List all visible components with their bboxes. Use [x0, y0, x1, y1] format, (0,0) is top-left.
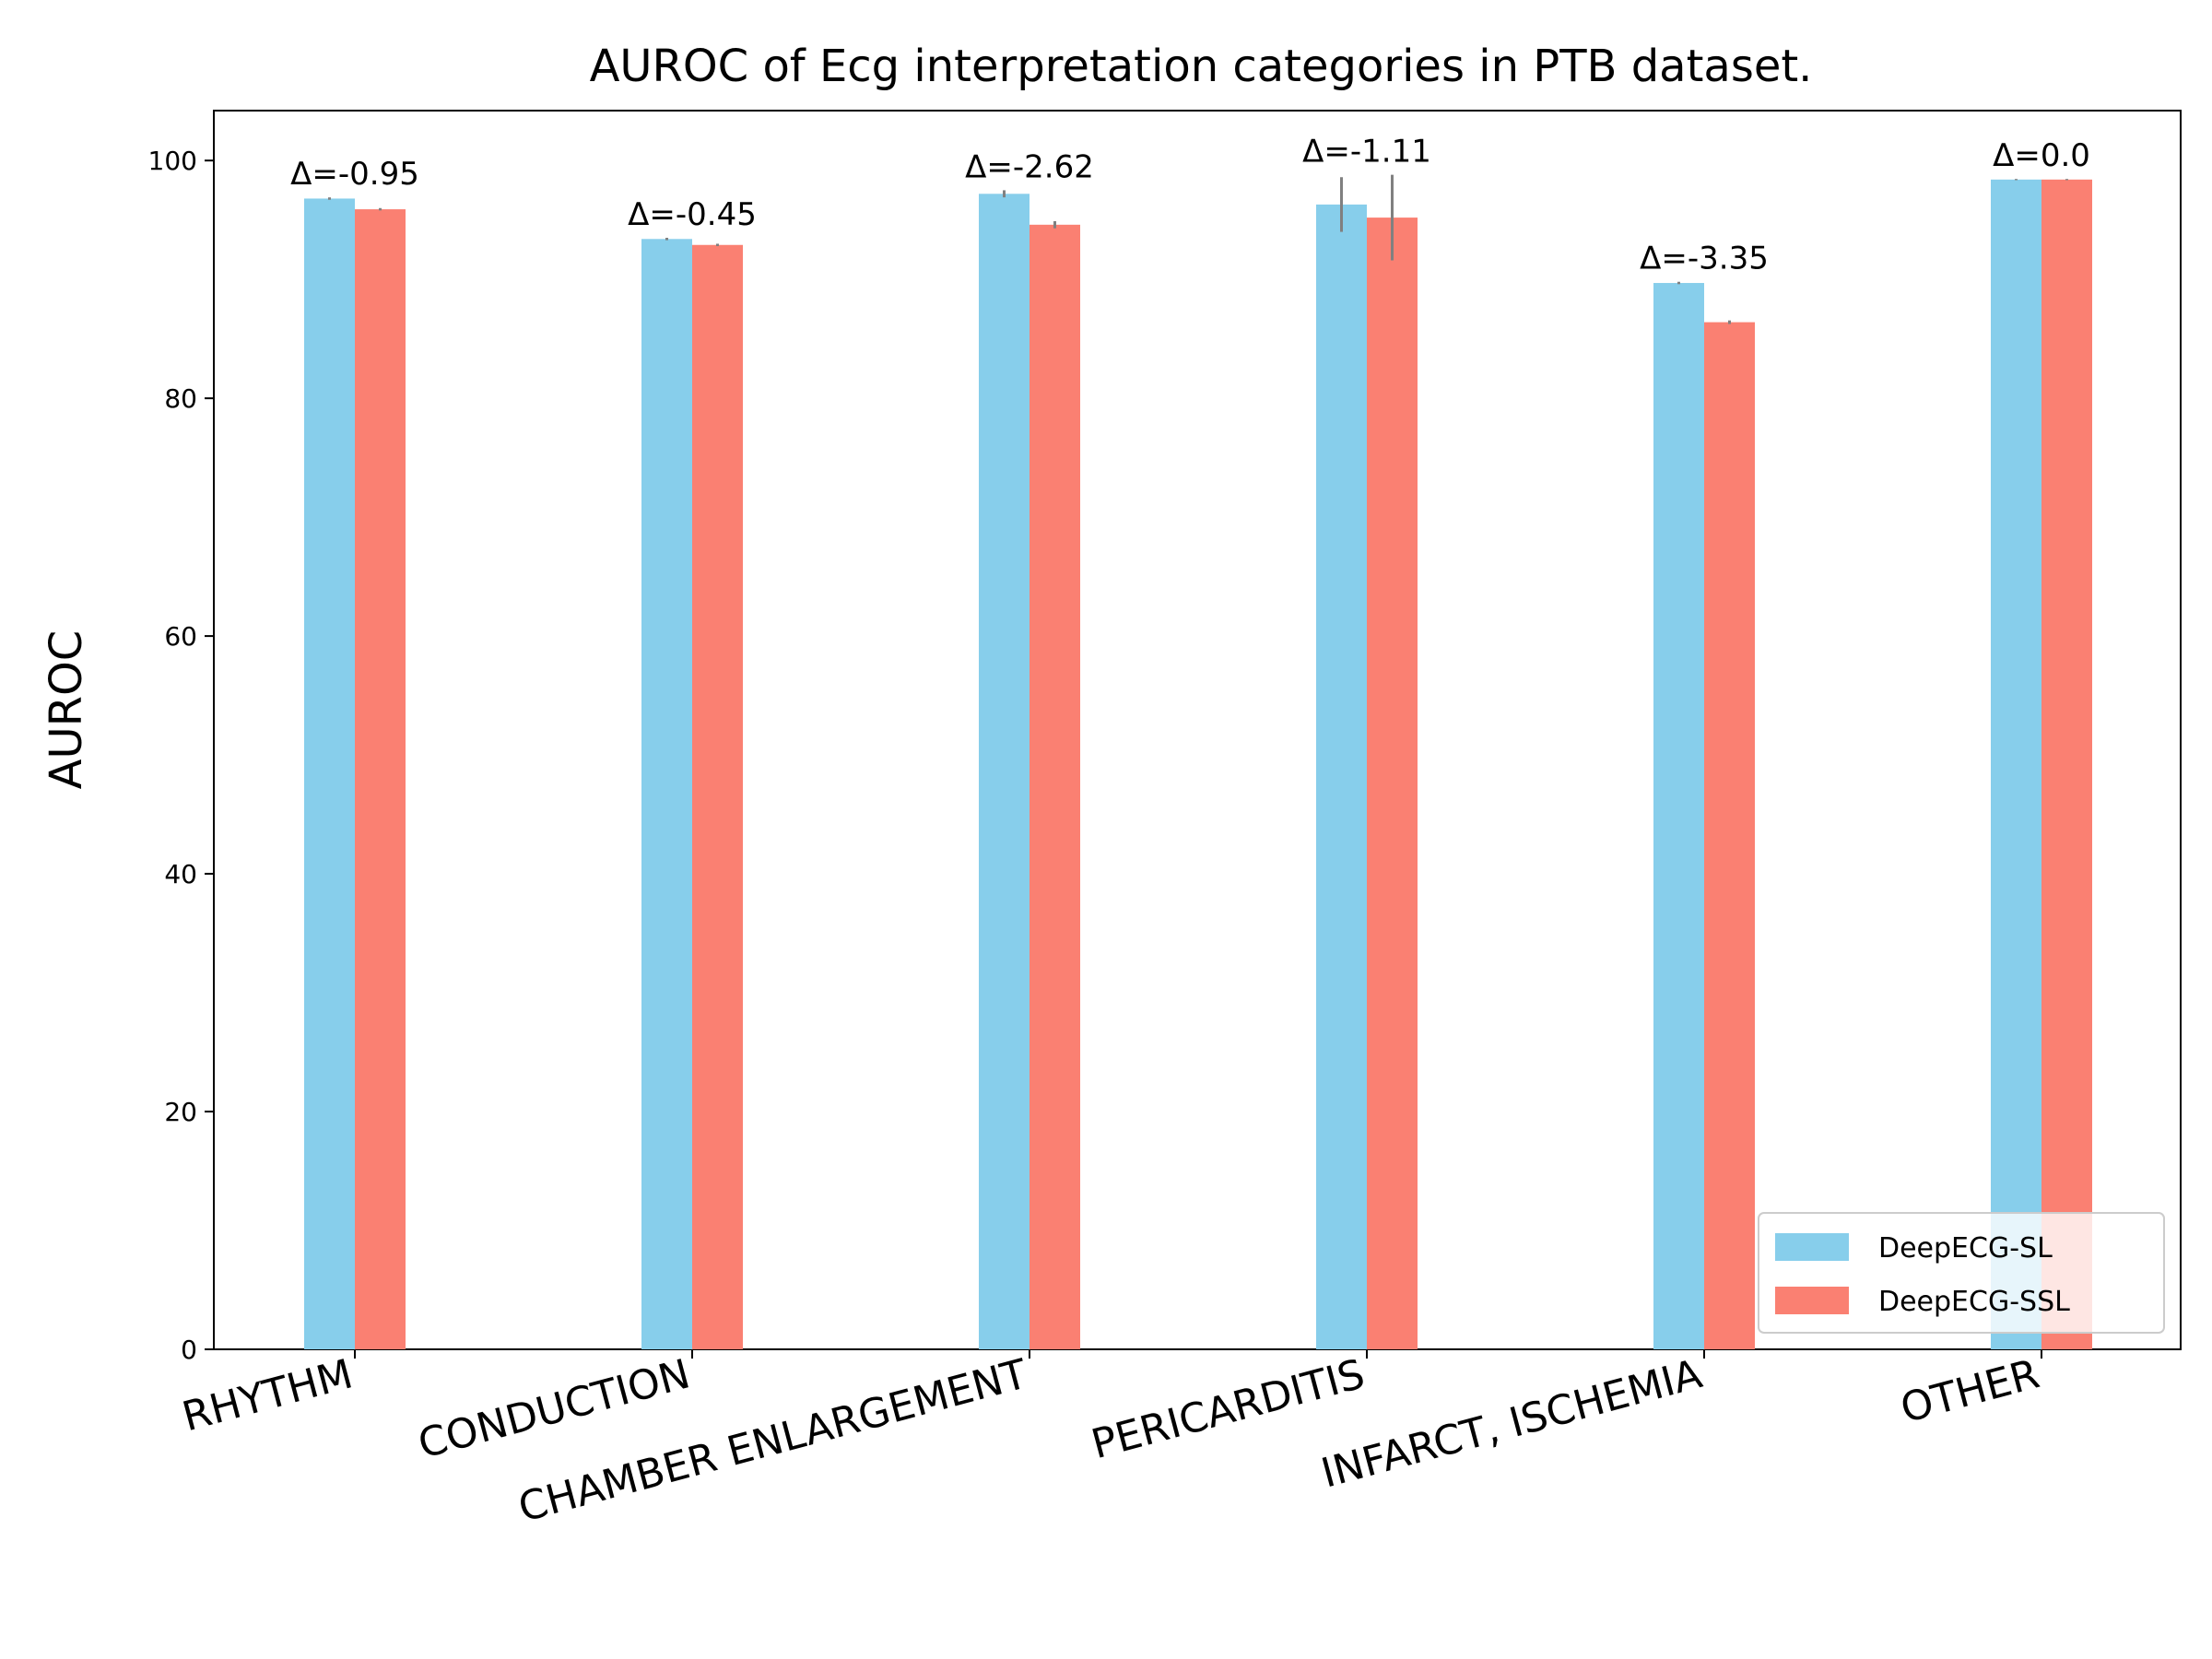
y-tick-label: 100	[148, 146, 197, 176]
axes-frame	[213, 110, 2182, 1350]
y-tick-label: 0	[181, 1335, 197, 1365]
bar-ssl	[1030, 224, 1080, 1350]
delta-annotation: Δ=0.0	[1993, 137, 2090, 174]
legend-label: DeepECG-SL	[1878, 1232, 2053, 1265]
bar-sl	[979, 194, 1030, 1350]
bar-sl	[641, 239, 692, 1350]
delta-annotation: Δ=-2.62	[965, 148, 1094, 185]
bar-sl	[1653, 283, 1704, 1350]
x-tick-label: INFARCT, ISCHEMIA	[1316, 1350, 1707, 1497]
delta-annotation: Δ=-3.35	[1640, 241, 1769, 277]
legend-swatch	[1775, 1287, 1849, 1314]
x-tick-label: OTHER	[1896, 1350, 2044, 1432]
bar-sl	[1316, 204, 1367, 1349]
bar-ssl	[692, 244, 743, 1349]
bar-ssl	[1367, 218, 1418, 1349]
delta-annotation: Δ=-0.45	[628, 196, 757, 233]
bar-ssl	[1704, 322, 1755, 1350]
delta-annotation: Δ=-0.95	[290, 156, 419, 193]
x-tick-label: RHYTHM	[178, 1350, 358, 1441]
bar-sl	[304, 198, 355, 1349]
y-axis-label: AUROC	[41, 630, 92, 790]
y-tick-label: 60	[164, 621, 197, 652]
legend-swatch	[1775, 1233, 1849, 1261]
legend-box	[1758, 1212, 2165, 1334]
delta-annotation: Δ=-1.11	[1302, 134, 1431, 171]
bar-sl	[1991, 179, 2041, 1350]
legend: DeepECG-SL DeepECG-SSL	[1758, 1212, 2165, 1334]
y-tick-label: 40	[164, 859, 197, 889]
chart-title: AUROC of Ecg interpretation categories i…	[590, 41, 1813, 92]
y-tick-label: 20	[164, 1097, 197, 1127]
legend-label: DeepECG-SSL	[1878, 1286, 2070, 1318]
bar-ssl	[2041, 179, 2092, 1350]
y-tick-label: 80	[164, 383, 197, 414]
bar-ssl	[355, 209, 406, 1349]
